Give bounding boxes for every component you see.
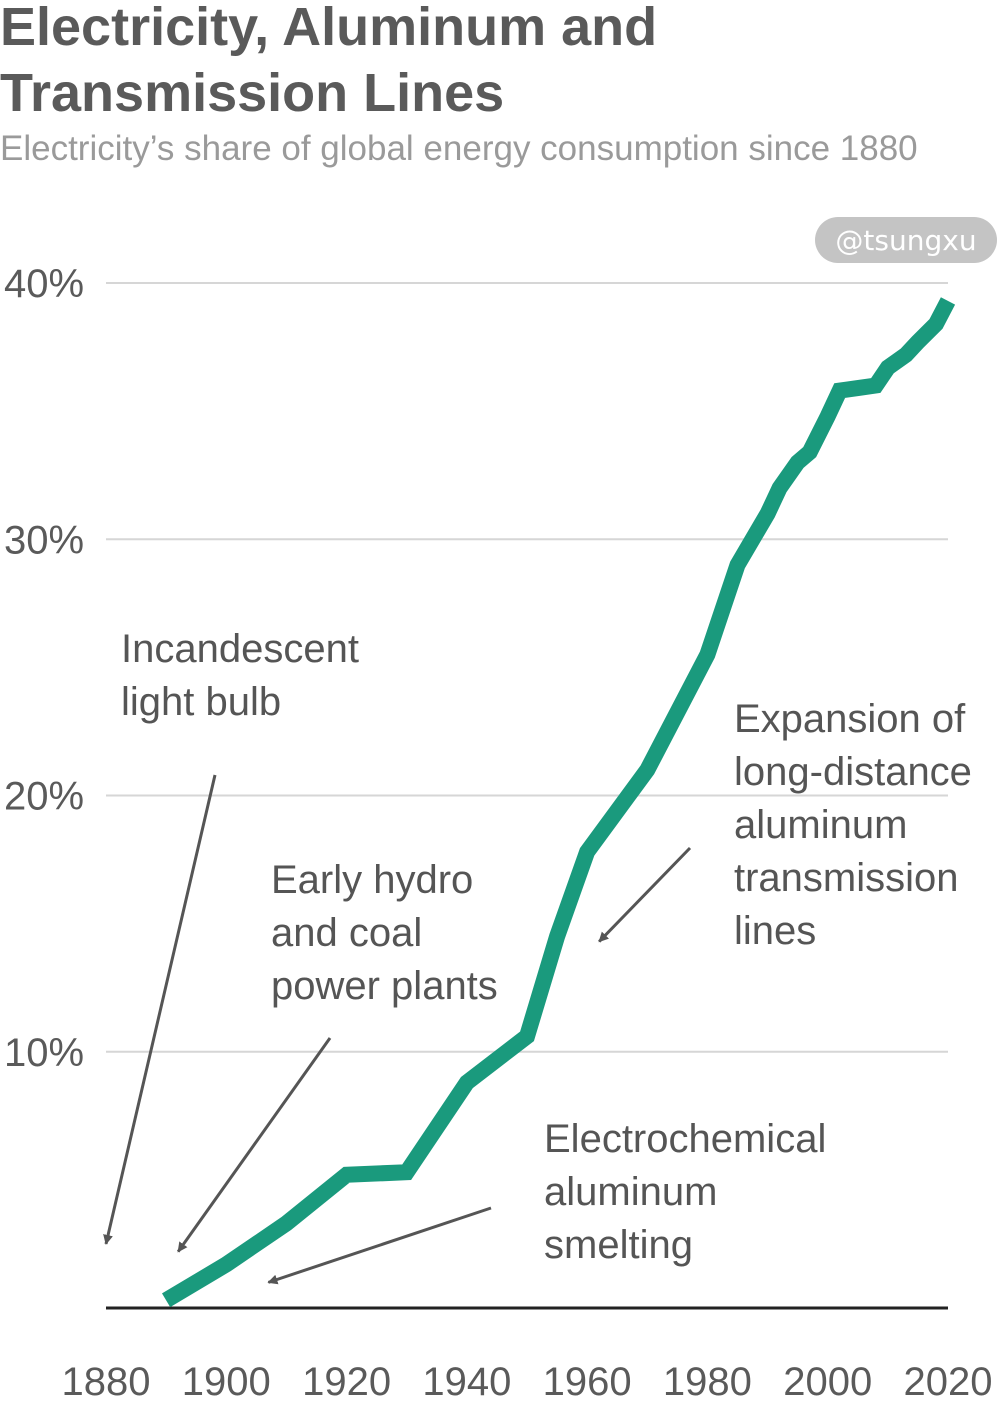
watermark-badge: @tsungxu: [815, 217, 997, 263]
annotation-arrow: [176, 1037, 332, 1253]
annotation-line: Electrochemical: [544, 1117, 826, 1161]
annotation-text: Early hydro and coal power plants: [271, 858, 498, 1008]
annotation-arrow: [103, 774, 217, 1245]
annotation-line: Expansion of: [734, 697, 966, 741]
x-tick-label: 1940: [422, 1360, 511, 1403]
annotation-line: long-distance: [734, 750, 972, 794]
x-tick-label: 1920: [302, 1360, 391, 1403]
annotation-line: power plants: [271, 964, 498, 1008]
watermark-text: @tsungxu: [835, 224, 976, 257]
annotation-line: Incandescent: [121, 627, 359, 671]
chart-title-line-1: Electricity, Aluminum and: [0, 0, 658, 57]
y-tick-label: 20%: [4, 775, 84, 819]
electricity-share-line: [162, 297, 956, 1308]
x-tick-label: 1980: [663, 1360, 752, 1403]
y-tick-label: 10%: [4, 1031, 84, 1075]
annotation-line: Early hydro: [271, 858, 473, 902]
annotation-line: smelting: [544, 1223, 693, 1267]
annotation-line: aluminum: [544, 1170, 717, 1214]
y-tick-label: 40%: [4, 262, 84, 306]
x-tick-label: 1880: [62, 1360, 151, 1403]
x-tick-label: 2000: [783, 1360, 872, 1403]
annotation-line: transmission: [734, 856, 959, 900]
annotation-line: aluminum: [734, 803, 907, 847]
annotation-arrow: [598, 846, 692, 943]
annotation-text: Electrochemical aluminum smelting: [544, 1117, 826, 1267]
chart-title: Electricity, Aluminum and Transmission L…: [0, 0, 1000, 126]
annotation-line: lines: [734, 909, 816, 953]
x-tick-label: 2020: [904, 1360, 993, 1403]
chart-subtitle: Electricity’s share of global energy con…: [0, 129, 918, 168]
annotation-arrow: [267, 1206, 492, 1285]
annotation-text: Expansion of long-distance aluminum transmi…: [734, 697, 972, 953]
chart-title-line-2: Transmission Lines: [0, 63, 505, 123]
x-tick-label: 1900: [182, 1360, 271, 1403]
watermark-pill: [815, 217, 997, 263]
annotation-line: and coal: [271, 911, 422, 955]
annotation-line: light bulb: [121, 680, 281, 724]
annotation-text: Incandescent light bulb: [121, 627, 359, 724]
y-tick-label: 30%: [4, 518, 84, 562]
x-tick-label: 1960: [543, 1360, 632, 1403]
